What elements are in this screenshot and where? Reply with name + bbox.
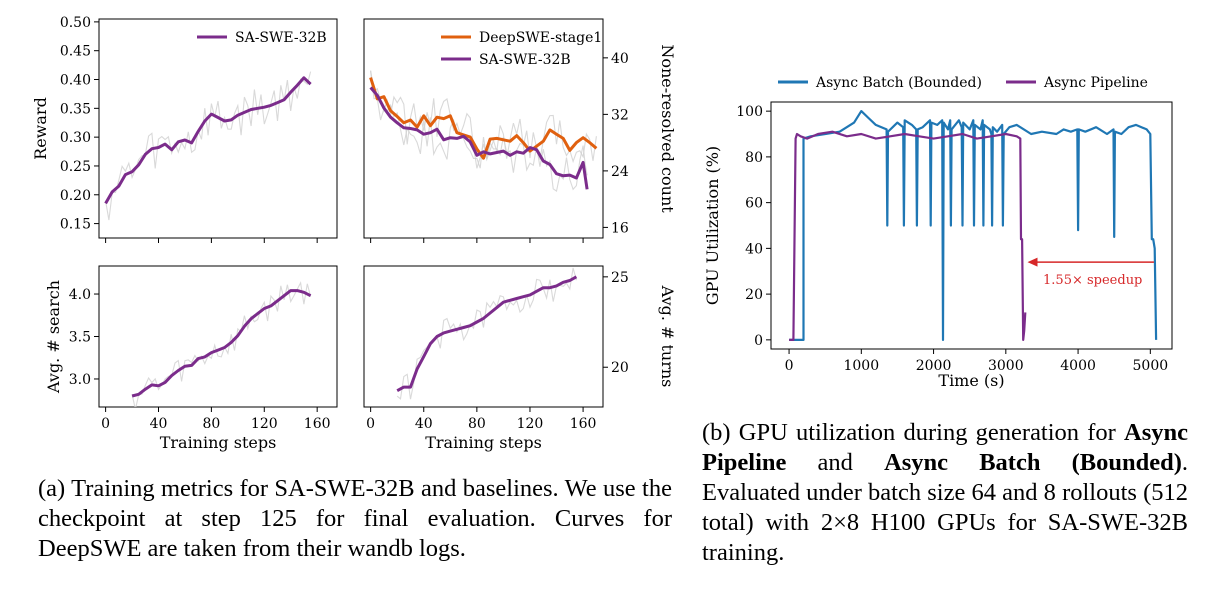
y-tick-label: 3.0 [69, 372, 91, 388]
y-tick-label: 0.40 [60, 73, 91, 89]
y-tick-label: 20 [611, 360, 629, 376]
speedup-annotation: 1.55× speedup [1043, 273, 1142, 288]
caption-b: (b) GPU utilization during generation fo… [702, 418, 1188, 568]
y-axis-label: Avg. # search [44, 280, 63, 394]
y-axis-label: None-resolved count [658, 44, 677, 213]
x-tick-label: 4000 [1060, 358, 1096, 374]
y-tick-label: 0.50 [60, 15, 91, 31]
plot-area [369, 70, 598, 193]
legend-label: SA-SWE-32B [479, 52, 571, 68]
axes-frame [98, 18, 338, 239]
y-tick-label: 60 [745, 196, 763, 212]
plot-area [104, 71, 312, 221]
axes-frame [363, 18, 604, 239]
caption-a-text: (a) Training metrics for SA-SWE-32B and … [38, 475, 672, 562]
y-axis-label: Avg. # turns [658, 285, 677, 388]
series-line [104, 76, 312, 205]
series-line [369, 77, 598, 160]
y-tick-label: 0 [754, 333, 763, 349]
y-tick-label: 40 [611, 51, 629, 67]
y-tick-label: 0.30 [60, 130, 91, 146]
x-tick-label: 5000 [1133, 358, 1169, 374]
y-tick-label: 4.0 [69, 287, 91, 303]
x-tick-label: 0 [366, 416, 375, 432]
series-line [789, 110, 1158, 341]
y-tick-label: 0.15 [60, 217, 91, 233]
legend-label: SA-SWE-32B [235, 30, 327, 46]
y-axis-label: Reward [31, 97, 50, 160]
y-tick-label: 16 [611, 220, 629, 236]
x-tick-label: 80 [202, 416, 220, 432]
y-tick-label: 80 [745, 150, 763, 166]
series-line [789, 130, 1027, 341]
y-tick-label: 0.20 [60, 188, 91, 204]
caption-b-mid: and [786, 449, 885, 476]
caption-b-bold-pipeline: Async Pipeline [702, 419, 1188, 476]
chart-unresolved: 16 24 32 40 None-resolved count DeepSWE-stage… [363, 18, 677, 243]
raw-trace [370, 70, 597, 169]
y-tick-label: 25 [611, 270, 629, 286]
x-axis-label: Time (s) [938, 371, 1004, 390]
caption-a: (a) Training metrics for SA-SWE-32B and … [38, 474, 672, 564]
x-axis-label: Training steps [425, 433, 542, 452]
plot-area [131, 281, 312, 407]
speedup-arrowhead [1027, 257, 1038, 267]
x-tick-label: 40 [150, 416, 168, 432]
axes-frame [770, 101, 1173, 350]
x-tick-label: 0 [785, 358, 794, 374]
y-tick-label: 24 [611, 164, 629, 180]
x-tick-label: 3000 [988, 358, 1024, 374]
series-line [131, 289, 312, 398]
y-tick-label: 32 [611, 107, 629, 123]
legend-label: Async Pipeline [1043, 75, 1148, 91]
caption-b-suffix: . Evaluated under batch size 64 and 8 ro… [702, 449, 1188, 566]
x-tick-label: 120 [517, 416, 544, 432]
legend-label: DeepSWE-stage1 [479, 30, 602, 46]
chart-search: 3.0 3.5 4.0 0 40 80 120 160 Training steps Avg. #… [44, 265, 338, 452]
chart-turns: 20 25 0 40 80 120 160 Training steps Avg. # turn… [363, 265, 677, 452]
y-tick-label: 3.5 [69, 330, 91, 346]
y-tick-label: 20 [745, 287, 763, 303]
x-tick-label: 2000 [916, 358, 952, 374]
y-tick-label: 0.25 [60, 159, 91, 175]
x-tick-label: 120 [251, 416, 278, 432]
x-tick-label: 80 [468, 416, 486, 432]
y-tick-label: 40 [745, 241, 763, 257]
y-tick-label: 0.45 [60, 44, 91, 60]
raw-trace [105, 71, 312, 221]
series-line [369, 86, 589, 190]
x-tick-label: 160 [304, 416, 331, 432]
chart-reward: 0.15 0.20 0.25 0.30 0.35 0.40 0.45 0.50 Reward SA… [31, 15, 338, 243]
plot-area [396, 267, 578, 400]
x-tick-label: 0 [101, 416, 110, 432]
y-tick-label: 100 [736, 104, 763, 120]
raw-trace [131, 281, 312, 407]
legend-label: Async Batch (Bounded) [815, 75, 982, 91]
series-line [396, 275, 578, 393]
y-tick-label: 0.35 [60, 101, 91, 117]
x-tick-label: 40 [415, 416, 433, 432]
x-tick-label: 1000 [843, 358, 879, 374]
x-tick-label: 160 [570, 416, 597, 432]
axes-frame [363, 265, 604, 408]
caption-b-prefix: (b) GPU utilization during generation fo… [702, 419, 1125, 446]
y-axis-label: GPU Utilization (%) [703, 146, 722, 305]
x-axis-label: Training steps [160, 433, 277, 452]
caption-b-bold-batch: Async Batch (Bounded) [884, 449, 1182, 476]
plot-area [789, 110, 1158, 341]
